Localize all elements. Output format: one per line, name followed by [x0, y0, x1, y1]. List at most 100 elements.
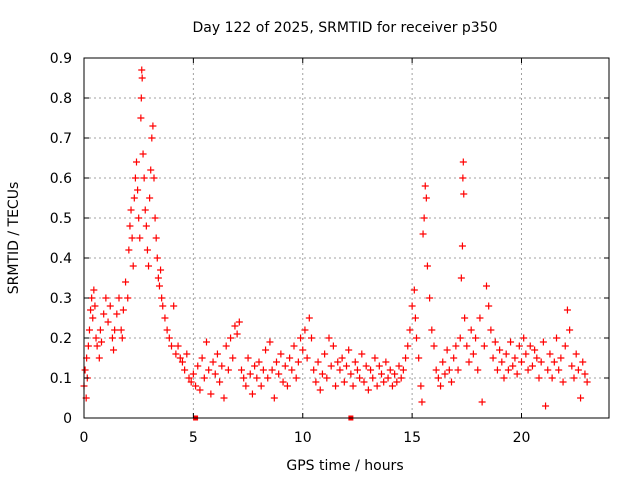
data-point [110, 346, 118, 354]
data-point [194, 362, 202, 370]
data-point [474, 366, 482, 374]
y-tick-label: 0.3 [50, 291, 72, 307]
data-point [88, 294, 96, 302]
data-point [273, 358, 280, 366]
data-point [98, 338, 105, 346]
data-point [415, 354, 423, 362]
data-point [531, 346, 539, 354]
data-point [96, 326, 104, 334]
data-point [360, 378, 368, 386]
data-point [364, 386, 372, 394]
data-point [418, 398, 426, 406]
data-point [493, 366, 501, 374]
data-point [122, 278, 130, 286]
data-point [410, 286, 418, 294]
data-point [384, 374, 392, 382]
data-point [461, 314, 469, 322]
data-point [248, 390, 256, 398]
data-point [85, 326, 93, 334]
data-point [460, 190, 468, 198]
data-point [369, 374, 377, 382]
data-point [218, 362, 226, 370]
data-point [422, 194, 430, 202]
data-point [155, 282, 163, 290]
data-point [81, 366, 89, 374]
data-point [382, 358, 390, 366]
data-point [115, 294, 123, 302]
data-point [454, 366, 462, 374]
data-point [375, 362, 383, 370]
data-point [561, 342, 569, 350]
data-point [411, 314, 419, 322]
data-point [343, 362, 350, 370]
data-point [255, 358, 263, 366]
data-point [480, 342, 488, 350]
data-point [203, 338, 210, 346]
data-point [149, 122, 157, 130]
data-point [159, 302, 167, 310]
data-point [522, 350, 530, 358]
data-point [570, 374, 578, 382]
data-point [209, 358, 217, 366]
data-point [555, 366, 563, 374]
data-point [318, 370, 326, 378]
x-tick-label: 20 [513, 430, 531, 446]
data-point [459, 158, 467, 166]
data-point [231, 322, 239, 330]
data-point [172, 350, 180, 358]
data-point [148, 134, 156, 142]
data-point [327, 362, 335, 370]
data-point [140, 174, 148, 182]
data-point [507, 338, 515, 346]
y-tick-label: 0.1 [50, 371, 72, 387]
data-point [404, 342, 412, 350]
data-point [205, 366, 213, 374]
data-point [244, 354, 252, 362]
data-point [294, 358, 302, 366]
data-point [207, 390, 215, 398]
data-point [246, 370, 254, 378]
data-point [491, 338, 499, 346]
data-point [548, 374, 556, 382]
data-point [192, 382, 200, 390]
x-tick-label: 10 [294, 430, 312, 446]
x-tick-label: 0 [80, 430, 89, 446]
data-point [546, 350, 554, 358]
data-point [89, 314, 97, 322]
data-point [106, 302, 114, 310]
data-point [292, 374, 300, 382]
data-point [124, 294, 132, 302]
data-point [165, 334, 173, 342]
y-tick-label: 0.4 [50, 251, 72, 267]
data-point [92, 334, 100, 342]
data-point [428, 326, 436, 334]
data-point [131, 174, 139, 182]
data-point [153, 254, 161, 262]
data-point [345, 346, 353, 354]
data-point [459, 174, 467, 182]
data-point [268, 366, 276, 374]
data-point [281, 362, 289, 370]
data-point [450, 354, 458, 362]
data-point [145, 262, 153, 270]
data-point [316, 386, 324, 394]
data-point [279, 378, 287, 386]
data-point [430, 342, 438, 350]
data-point [380, 378, 388, 386]
data-point [238, 366, 245, 374]
data-point [553, 334, 560, 342]
data-point [290, 342, 298, 350]
data-point [227, 334, 235, 342]
data-point [275, 370, 283, 378]
data-point [174, 342, 182, 350]
data-point [314, 358, 322, 366]
data-point [434, 374, 442, 382]
y-tick-label: 0.8 [50, 91, 72, 107]
data-point [151, 214, 159, 222]
data-point [408, 302, 416, 310]
data-point [332, 382, 340, 390]
data-point [91, 302, 99, 310]
data-point [478, 398, 486, 406]
data-point [358, 350, 366, 358]
